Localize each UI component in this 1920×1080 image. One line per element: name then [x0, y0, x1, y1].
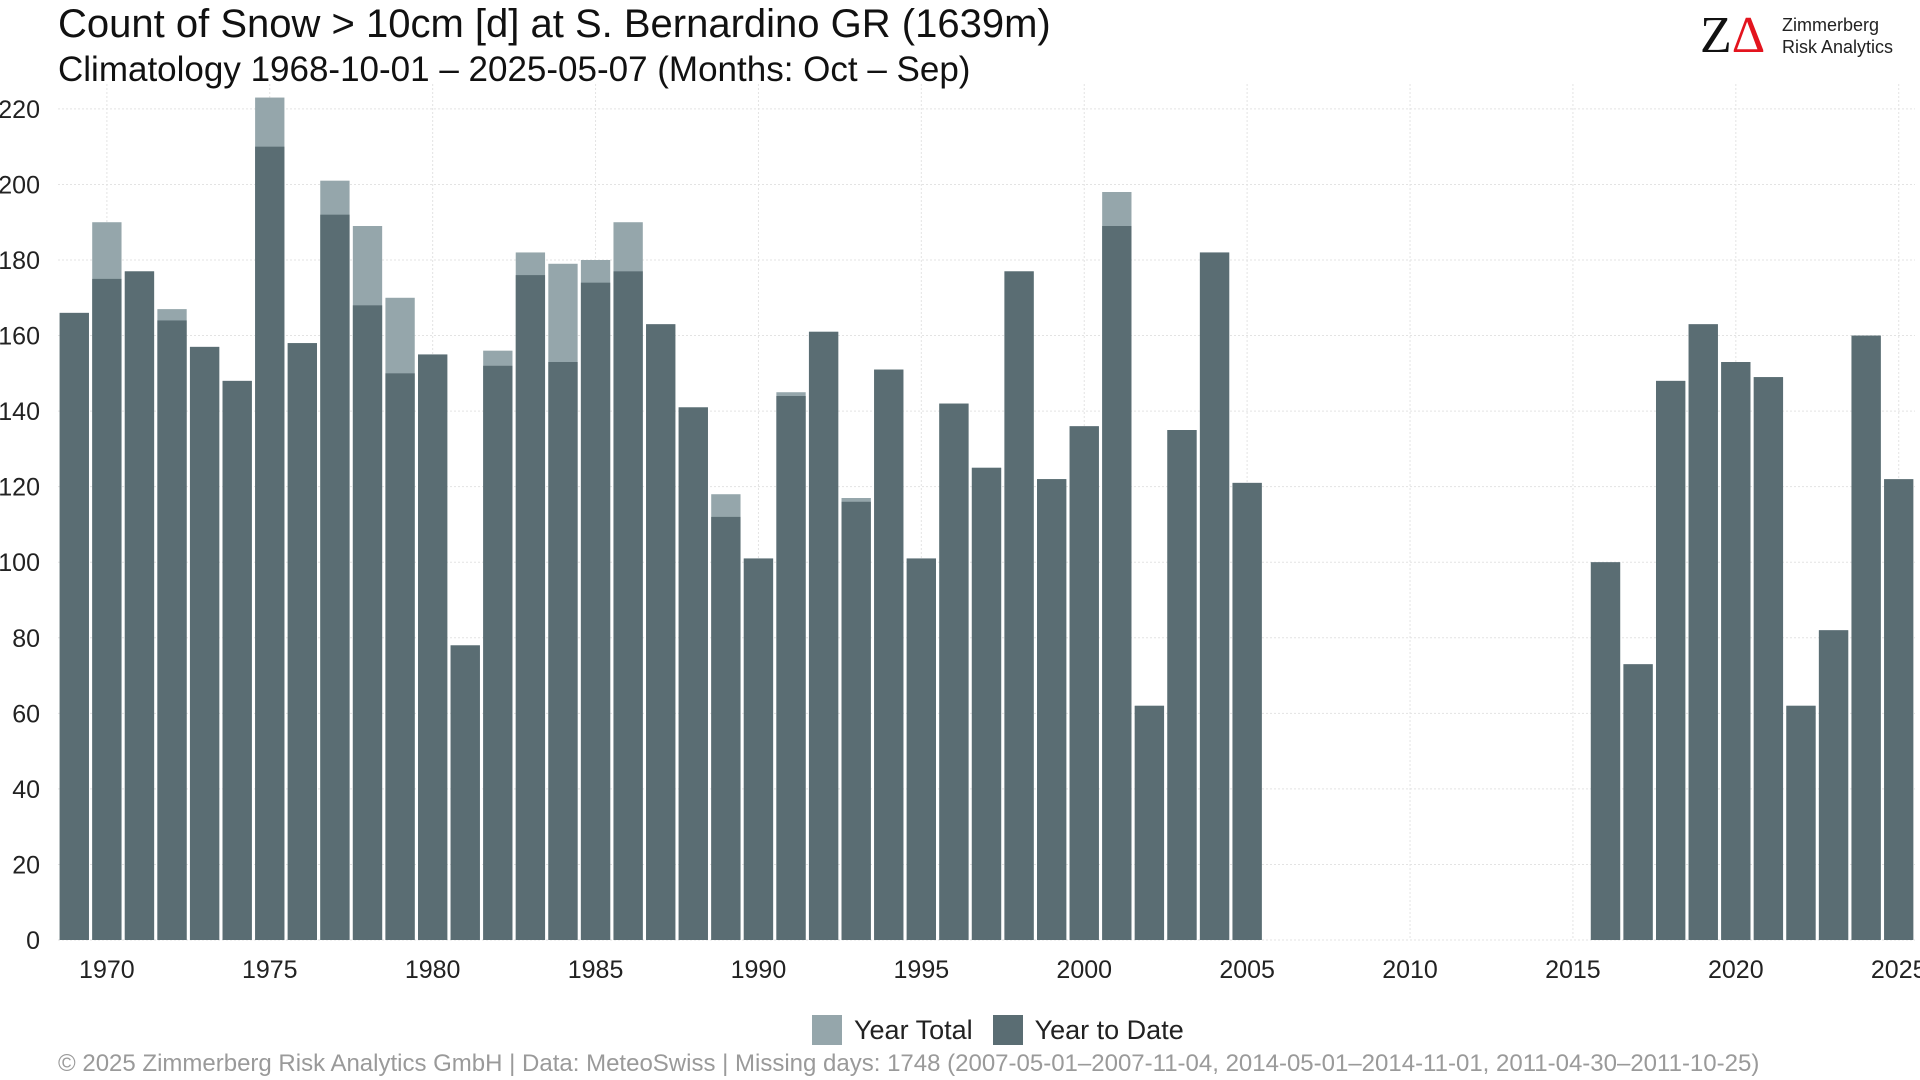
bar-year-to-date — [841, 501, 871, 940]
legend-label-year-total: Year Total — [854, 1014, 973, 1045]
y-tick-label: 100 — [0, 549, 40, 577]
y-tick-label: 180 — [0, 247, 40, 275]
bar-year-to-date — [1102, 226, 1132, 940]
x-tick-label: 2000 — [1056, 956, 1112, 984]
bar-year-to-date — [255, 146, 285, 940]
bar-year-to-date — [450, 645, 480, 940]
bar-year-to-date — [59, 312, 89, 940]
bar-year-to-date — [646, 324, 676, 940]
logo-mark-icon: ZΔ — [1700, 7, 1766, 64]
bar-year-to-date — [808, 331, 839, 940]
bar-chart: 0 20 40 60 80 100 120 140 160 180 200 220 1970 1975 19… — [0, 84, 1920, 984]
legend-label-year-to-date: Year to Date — [1034, 1014, 1184, 1045]
footer-caption: © 2025 Zimmerberg Risk Analytics GmbH | … — [58, 1050, 1760, 1077]
logo-line-1: Zimmerberg — [1782, 15, 1880, 35]
y-tick-label: 160 — [0, 323, 40, 351]
bar-year-to-date — [1688, 324, 1718, 940]
bar-year-to-date — [385, 373, 415, 940]
bar-year-to-date — [352, 305, 383, 940]
x-tick-label: 2020 — [1708, 956, 1764, 984]
bar-year-to-date — [1167, 430, 1197, 940]
bar-year-to-date — [548, 362, 578, 940]
bar-year-to-date — [939, 403, 969, 940]
chart-title: Count of Snow > 10cm [d] at S. Bernardin… — [58, 2, 1051, 46]
bar-year-to-date — [515, 275, 546, 941]
bar-year-to-date — [1232, 482, 1262, 940]
bar-year-to-date — [1851, 335, 1881, 940]
y-tick-label: 40 — [12, 776, 40, 804]
legend-swatch-year-to-date — [992, 1015, 1023, 1045]
company-logo: ZΔ Zimmerberg Risk Analytics — [1700, 8, 1900, 64]
bar-year-to-date — [1786, 705, 1816, 940]
bar-year-to-date — [776, 396, 806, 940]
x-tick-label: 2010 — [1382, 956, 1438, 984]
y-tick-label: 60 — [12, 700, 40, 728]
x-tick-label: 1975 — [242, 956, 298, 984]
bar-year-to-date — [189, 346, 220, 940]
bar-year-to-date — [678, 407, 708, 940]
x-tick-label: 1970 — [79, 956, 135, 984]
bar-year-to-date — [1884, 479, 1914, 940]
bar-year-to-date — [1036, 479, 1067, 940]
bar-year-to-date — [157, 320, 187, 940]
bar-year-to-date — [1134, 705, 1165, 940]
bar-year-to-date — [906, 558, 937, 940]
x-tick-label: 1980 — [405, 956, 461, 984]
x-tick-label: 2025 — [1871, 956, 1920, 984]
bar-year-to-date — [483, 365, 513, 940]
bar-year-to-date — [417, 354, 448, 940]
chart-subtitle: Climatology 1968-10-01 – 2025-05-07 (Mon… — [58, 50, 971, 89]
bar-year-to-date — [1818, 630, 1849, 940]
y-tick-label: 120 — [0, 474, 40, 502]
logo-line-2: Risk Analytics — [1782, 37, 1894, 57]
bar-year-to-date — [613, 271, 643, 940]
bar-year-to-date — [743, 558, 774, 940]
bar-year-to-date — [1753, 377, 1784, 941]
x-tick-label: 2005 — [1219, 956, 1275, 984]
bar-year-to-date — [874, 369, 904, 940]
x-tick-label: 2015 — [1545, 956, 1601, 984]
bar-year-to-date — [1004, 271, 1034, 940]
x-tick-label: 1995 — [894, 956, 950, 984]
bar-year-to-date — [124, 271, 155, 940]
bar-year-to-date — [1721, 362, 1751, 940]
bar-year-to-date — [320, 214, 350, 940]
chart-legend: Year Total Year to Date — [812, 1014, 1204, 1046]
bar-year-to-date — [287, 343, 318, 941]
bar-year-to-date — [222, 380, 252, 940]
y-tick-label: 220 — [0, 96, 40, 124]
bar-year-to-date — [580, 282, 611, 941]
y-tick-label: 200 — [0, 171, 40, 199]
y-tick-label: 20 — [12, 851, 40, 879]
bar-year-to-date — [1069, 426, 1099, 940]
bar-year-to-date — [1199, 252, 1230, 940]
x-tick-label: 1985 — [568, 956, 624, 984]
bar-year-to-date — [1623, 664, 1653, 940]
bar-year-to-date — [971, 467, 1002, 940]
y-tick-label: 0 — [26, 927, 40, 955]
y-tick-label: 140 — [0, 398, 40, 426]
y-tick-label: 80 — [12, 625, 40, 653]
bar-year-to-date — [711, 516, 741, 940]
logo-text: Zimmerberg Risk Analytics — [1782, 14, 1893, 58]
x-tick-label: 1990 — [731, 956, 787, 984]
legend-swatch-year-total — [812, 1015, 842, 1045]
bar-year-to-date — [1655, 380, 1686, 940]
bar-year-to-date — [92, 278, 122, 940]
bar-year-to-date — [1590, 562, 1621, 940]
